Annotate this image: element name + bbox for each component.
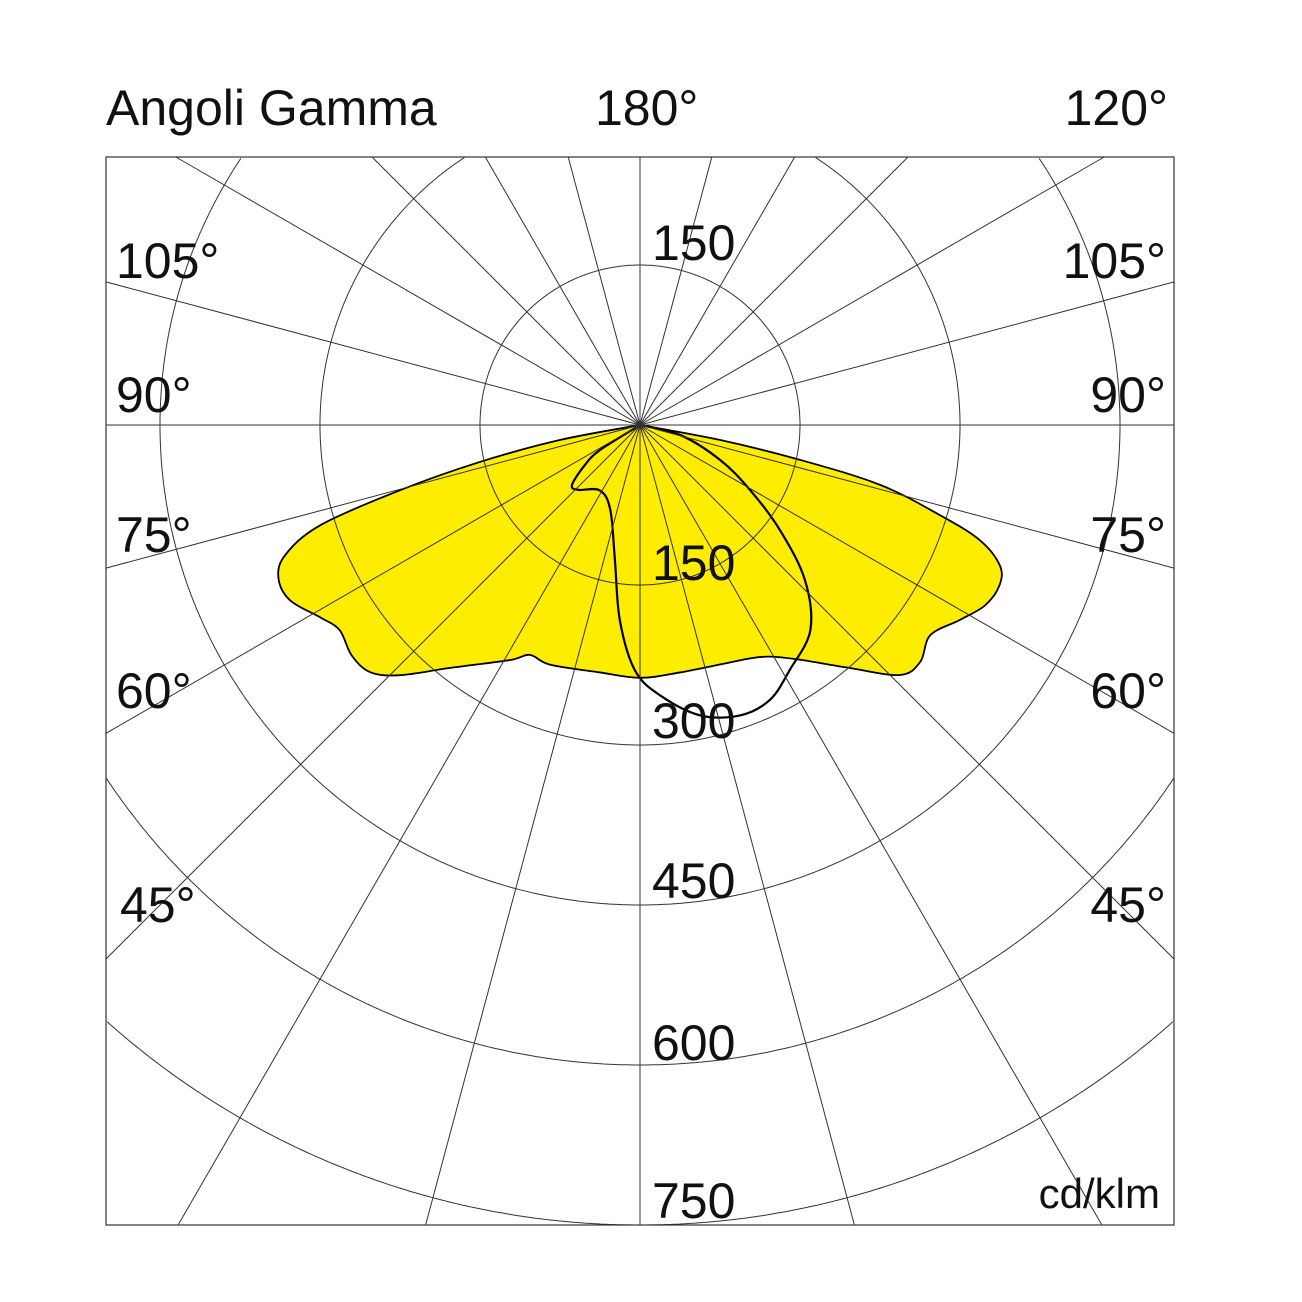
- angle-label-right-45: 45°: [1090, 877, 1166, 933]
- radial-tick-label-450: 450: [652, 853, 735, 909]
- angle-label-left-105: 105°: [116, 233, 219, 289]
- grid-spoke-30: [639, 424, 1103, 1226]
- angle-label-right-105: 105°: [1063, 233, 1166, 289]
- grid-spoke-195: [567, 156, 641, 426]
- unit-label: cd/klm: [1039, 1170, 1160, 1217]
- grid-spoke-255: [105, 281, 641, 426]
- intensity-curve-outline: [570, 423, 813, 719]
- angle-label-right-90: 90°: [1090, 367, 1166, 423]
- grid-spoke-300: [105, 424, 641, 734]
- polar-grid: [105, 156, 1175, 1226]
- grid-spoke-345: [425, 424, 641, 1226]
- grid-spoke-45: [639, 424, 1175, 960]
- grid-circle-750: [106, 1021, 1174, 1226]
- grid-spoke-240: [175, 156, 641, 426]
- grid-spoke-165: [639, 156, 713, 426]
- grid-spoke-330: [177, 424, 641, 1226]
- radial-tick-label-600: 600: [652, 1015, 735, 1071]
- grid-spoke-150: [639, 156, 796, 426]
- grid-spoke-135: [639, 156, 909, 426]
- plot-area: [105, 156, 1175, 1226]
- grid-spoke-315: [105, 424, 641, 960]
- angle-label-180: 180°: [595, 80, 698, 136]
- grid-spoke-285: [105, 424, 641, 569]
- radial-tick-label-300: 300: [652, 693, 735, 749]
- radial-tick-label-150: 150: [652, 535, 735, 591]
- plot-frame: [105, 156, 1175, 1226]
- angle-label-right-75: 75°: [1090, 507, 1166, 563]
- grid-spoke-225: [371, 156, 641, 426]
- angle-label-120: 120°: [1065, 80, 1168, 136]
- radial-tick-label-150-upper: 150: [652, 215, 735, 271]
- angle-label-left-45: 45°: [120, 877, 196, 933]
- chart-title: Angoli Gamma: [106, 80, 437, 136]
- radial-tick-label-750: 750: [652, 1173, 735, 1229]
- grid-spoke-15: [639, 424, 855, 1226]
- grid-spoke-210: [484, 156, 641, 426]
- angle-label-left-60: 60°: [116, 663, 192, 719]
- grid-circle-450: [159, 158, 1121, 906]
- grid-spoke-60: [639, 424, 1175, 734]
- grid-circle-300: [319, 156, 961, 746]
- grid-spoke-120: [639, 156, 1105, 426]
- angle-label-left-90: 90°: [116, 367, 192, 423]
- grid-spoke-75: [639, 424, 1175, 569]
- angle-label-left-75: 75°: [116, 507, 192, 563]
- grid-spoke-105: [639, 281, 1175, 426]
- angle-label-right-60: 60°: [1090, 663, 1166, 719]
- grid-circle-600: [105, 777, 1175, 1066]
